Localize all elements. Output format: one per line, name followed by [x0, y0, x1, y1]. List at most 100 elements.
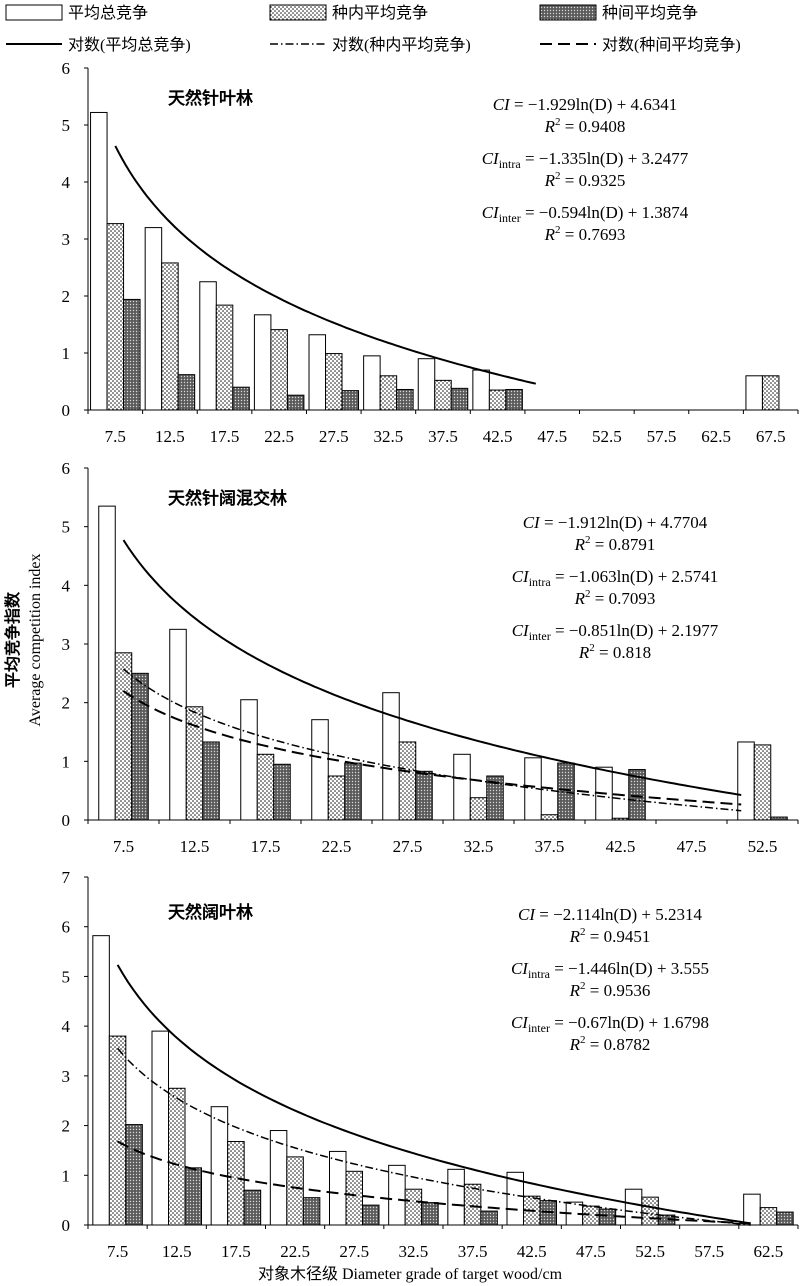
x-tick-label: 32.5 — [464, 837, 494, 856]
bar-total — [210, 1106, 229, 1226]
x-tick-label: 27.5 — [339, 1242, 369, 1261]
bar-inter — [421, 1202, 439, 1226]
x-tick-label: 7.5 — [107, 1242, 128, 1261]
r-squared: R2 = 0.9408 — [544, 116, 626, 136]
legend-label-log-intra: 对数(种内平均竞争) — [332, 36, 471, 54]
trendline-inter — [122, 690, 742, 806]
trendline-total — [116, 964, 751, 1225]
y-tick-label: 3 — [62, 635, 71, 654]
panel-title: 天然阔叶林 — [168, 902, 253, 922]
bar-intra — [611, 817, 630, 821]
x-tick-label: 52.5 — [635, 1242, 665, 1261]
equation: CIintra = −1.335ln(D) + 3.2477 — [482, 149, 689, 171]
bar-inter — [177, 374, 196, 411]
bar-intra — [108, 1035, 127, 1226]
bar-total — [144, 227, 163, 411]
y-tick-label: 1 — [62, 752, 71, 771]
x-tick-label: 57.5 — [647, 427, 677, 446]
y-tick-label: 6 — [62, 459, 71, 478]
bar-inter — [184, 1167, 202, 1226]
bar-intra — [463, 1183, 482, 1226]
bar-intra — [256, 753, 275, 821]
bar-inter — [243, 1189, 262, 1226]
legend: 平均总竞争 种内平均竞争 种间平均竞争 对数(平均总竞争) 对数(种内平均竞争)… — [5, 4, 741, 54]
x-tick-label: 67.5 — [756, 427, 786, 446]
x-tick-label: 62.5 — [701, 427, 731, 446]
trendline-total — [122, 539, 742, 796]
y-tick-label: 5 — [62, 116, 71, 135]
bar-inter — [125, 1124, 143, 1226]
bar-intra — [286, 1156, 304, 1226]
y-tick-label: 3 — [62, 230, 71, 249]
bar-intra — [488, 389, 507, 411]
x-tick-label: 17.5 — [210, 427, 240, 446]
bar-total — [308, 334, 327, 411]
bar-inter — [486, 775, 504, 821]
x-tick-label: 47.5 — [576, 1242, 606, 1261]
panel-title: 天然针叶林 — [168, 88, 253, 108]
bar-intra — [325, 353, 343, 411]
legend-item-log-total: 对数(平均总竞争) — [6, 36, 191, 54]
equation: CI = −1.929ln(D) + 4.6341 — [493, 95, 678, 114]
legend-label-log-total: 对数(平均总竞争) — [68, 36, 191, 54]
legend-label-inter: 种间平均竞争 — [602, 4, 698, 22]
x-tick-label: 22.5 — [280, 1242, 310, 1261]
bar-intra — [215, 304, 234, 411]
legend-label-intra: 种内平均竞争 — [332, 4, 428, 22]
y-tick-label: 5 — [62, 518, 71, 537]
r-squared: R2 = 0.9451 — [569, 926, 651, 946]
panel-broadleaf: 0 1 2 3 4 5 6 7 7.5 12.5 17.5 22.5 27.5 32.5 37.5 42.5 4… — [62, 868, 799, 1261]
equation: CIinter = −0.67ln(D) + 1.6798 — [511, 1013, 709, 1035]
y-tick-label: 0 — [62, 401, 71, 420]
bar-total — [363, 355, 381, 411]
x-tick-label: 32.5 — [399, 1242, 429, 1261]
bar-intra — [398, 741, 417, 821]
bar-intra — [270, 329, 288, 411]
x-tick-label: 37.5 — [535, 837, 565, 856]
trendline-total — [114, 145, 537, 385]
legend-item-inter: 种间平均竞争 — [539, 4, 698, 22]
legend-item-total: 平均总竞争 — [5, 4, 148, 22]
y-tick-label: 6 — [62, 918, 71, 937]
y-tick-label: 6 — [62, 59, 71, 78]
x-tick-label: 7.5 — [105, 427, 126, 446]
bar-total — [472, 369, 490, 411]
bar-intra — [114, 652, 133, 821]
x-tick-label: 22.5 — [322, 837, 352, 856]
x-tick-label: 42.5 — [517, 1242, 547, 1261]
legend-label-log-inter: 对数(种间平均竞争) — [602, 36, 741, 54]
x-tick-label: 27.5 — [393, 837, 423, 856]
bar-inter — [232, 386, 250, 411]
bar-inter — [770, 816, 788, 821]
bar-inter — [344, 762, 362, 821]
bar-inter — [415, 770, 433, 821]
y-tick-label: 0 — [62, 811, 71, 830]
r-squared: R2 = 0.9536 — [569, 980, 651, 1000]
equation: CIintra = −1.446ln(D) + 3.555 — [511, 959, 709, 981]
bar-inter — [450, 387, 469, 411]
y-tick-label: 1 — [62, 344, 71, 363]
x-tick-label: 22.5 — [264, 427, 294, 446]
x-tick-label: 17.5 — [221, 1242, 251, 1261]
bar-inter — [202, 741, 220, 821]
bar-total — [92, 935, 110, 1226]
x-tick-label: 17.5 — [251, 837, 281, 856]
bar-total — [737, 741, 755, 821]
y-tick-label: 7 — [62, 868, 71, 887]
bar-total — [447, 1168, 465, 1226]
bar-total — [743, 1193, 761, 1226]
bar-total — [90, 111, 108, 411]
x-tick-label: 47.5 — [537, 427, 567, 446]
bar-inter — [123, 298, 141, 411]
panel-mixed: 0 1 2 3 4 5 6 7.5 12.5 17.5 22.5 27.5 32.5 37.5 42.5 47… — [62, 459, 799, 856]
bar-inter — [131, 672, 149, 821]
bar-intra — [106, 223, 125, 411]
x-tick-label: 42.5 — [483, 427, 513, 446]
bar-intra — [227, 1140, 245, 1226]
r-squared: R2 = 0.8791 — [574, 534, 656, 554]
y-tick-label: 5 — [62, 967, 71, 986]
x-tick-label: 12.5 — [162, 1242, 192, 1261]
bar-total — [382, 692, 400, 821]
